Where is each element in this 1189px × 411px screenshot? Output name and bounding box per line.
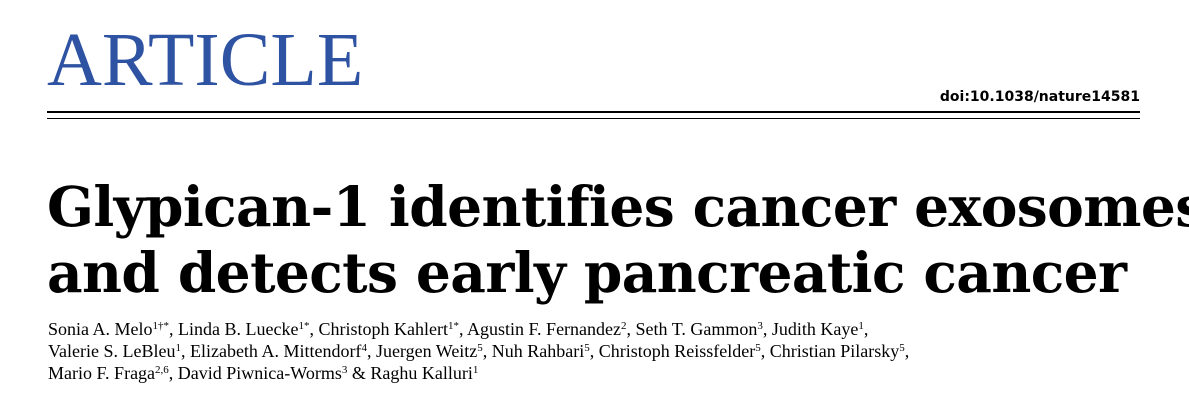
section-label: ARTICLE xyxy=(47,18,364,102)
author-line-1: Sonia A. Melo1†*, Linda B. Luecke1*, Chr… xyxy=(48,318,1148,340)
author-separator: , xyxy=(863,319,869,339)
author-separator: , xyxy=(309,319,319,339)
author-affiliation: 5 xyxy=(755,342,761,354)
author-separator: , xyxy=(760,341,770,361)
author-separator: , xyxy=(366,341,376,361)
author-name: Mario F. Fraga xyxy=(48,363,156,383)
author-separator: , xyxy=(482,341,492,361)
author-affiliation: 3 xyxy=(757,320,763,332)
author-name: David Piwnica-Worms xyxy=(177,363,342,383)
author-separator: , xyxy=(626,319,636,339)
author-affiliation: 1* xyxy=(298,320,310,332)
author-name: Christian Pilarsky xyxy=(769,341,900,361)
author-affiliation: 5 xyxy=(899,342,905,354)
author-name: Christoph Kahlert xyxy=(318,319,448,339)
author-separator: , xyxy=(589,341,599,361)
author-separator: , xyxy=(180,341,190,361)
author-name: Juergen Weitz xyxy=(375,341,478,361)
author-separator: , xyxy=(458,319,467,339)
author-name: Judith Kaye xyxy=(771,319,859,339)
author-name: Agustin F. Fernandez xyxy=(466,319,622,339)
author-affiliation: 1 xyxy=(175,342,181,354)
author-affiliation: 5 xyxy=(584,342,590,354)
author-separator: , xyxy=(168,363,178,383)
author-affiliation: 1†* xyxy=(152,320,170,332)
author-affiliation: 1 xyxy=(472,364,479,376)
author-name: Nuh Rahbari xyxy=(491,341,585,361)
title-line-1: Glypican-1 identifies cancer exosomes xyxy=(47,174,1189,239)
author-affiliation: 5 xyxy=(477,342,483,354)
author-separator: , xyxy=(762,319,772,339)
article-title: Glypican-1 identifies cancer exosomes an… xyxy=(47,174,1189,306)
author-separator: & xyxy=(347,363,371,383)
author-name: Seth T. Gammon xyxy=(635,319,758,339)
author-separator: , xyxy=(169,319,179,339)
author-affiliation: 3 xyxy=(341,364,348,376)
author-affiliation: 2 xyxy=(621,320,627,332)
author-affiliation: 1 xyxy=(858,320,864,332)
author-name: Valerie S. LeBleu xyxy=(48,341,176,361)
author-name: Raghu Kalluri xyxy=(370,363,473,383)
author-affiliation: 2,6 xyxy=(155,364,169,376)
author-name: Sonia A. Melo xyxy=(48,319,153,339)
header-rule-thick xyxy=(47,111,1140,113)
author-separator: , xyxy=(904,341,910,361)
author-affiliation: 4 xyxy=(361,342,367,354)
title-line-2: and detects early pancreatic cancer xyxy=(47,240,1127,305)
author-name: Linda B. Luecke xyxy=(178,319,299,339)
author-line-2: Valerie S. LeBleu1, Elizabeth A. Mittend… xyxy=(48,340,1148,362)
author-name: Christoph Reissfelder xyxy=(598,341,756,361)
author-name: Elizabeth A. Mittendorf xyxy=(189,341,362,361)
author-list: Sonia A. Melo1†*, Linda B. Luecke1*, Chr… xyxy=(48,318,1148,384)
author-line-3: Mario F. Fraga2,6, David Piwnica-Worms3 … xyxy=(48,362,1148,384)
author-affiliation: 1* xyxy=(447,320,459,332)
header-rule-thin xyxy=(47,118,1140,119)
doi-identifier[interactable]: doi:10.1038/nature14581 xyxy=(939,89,1140,105)
